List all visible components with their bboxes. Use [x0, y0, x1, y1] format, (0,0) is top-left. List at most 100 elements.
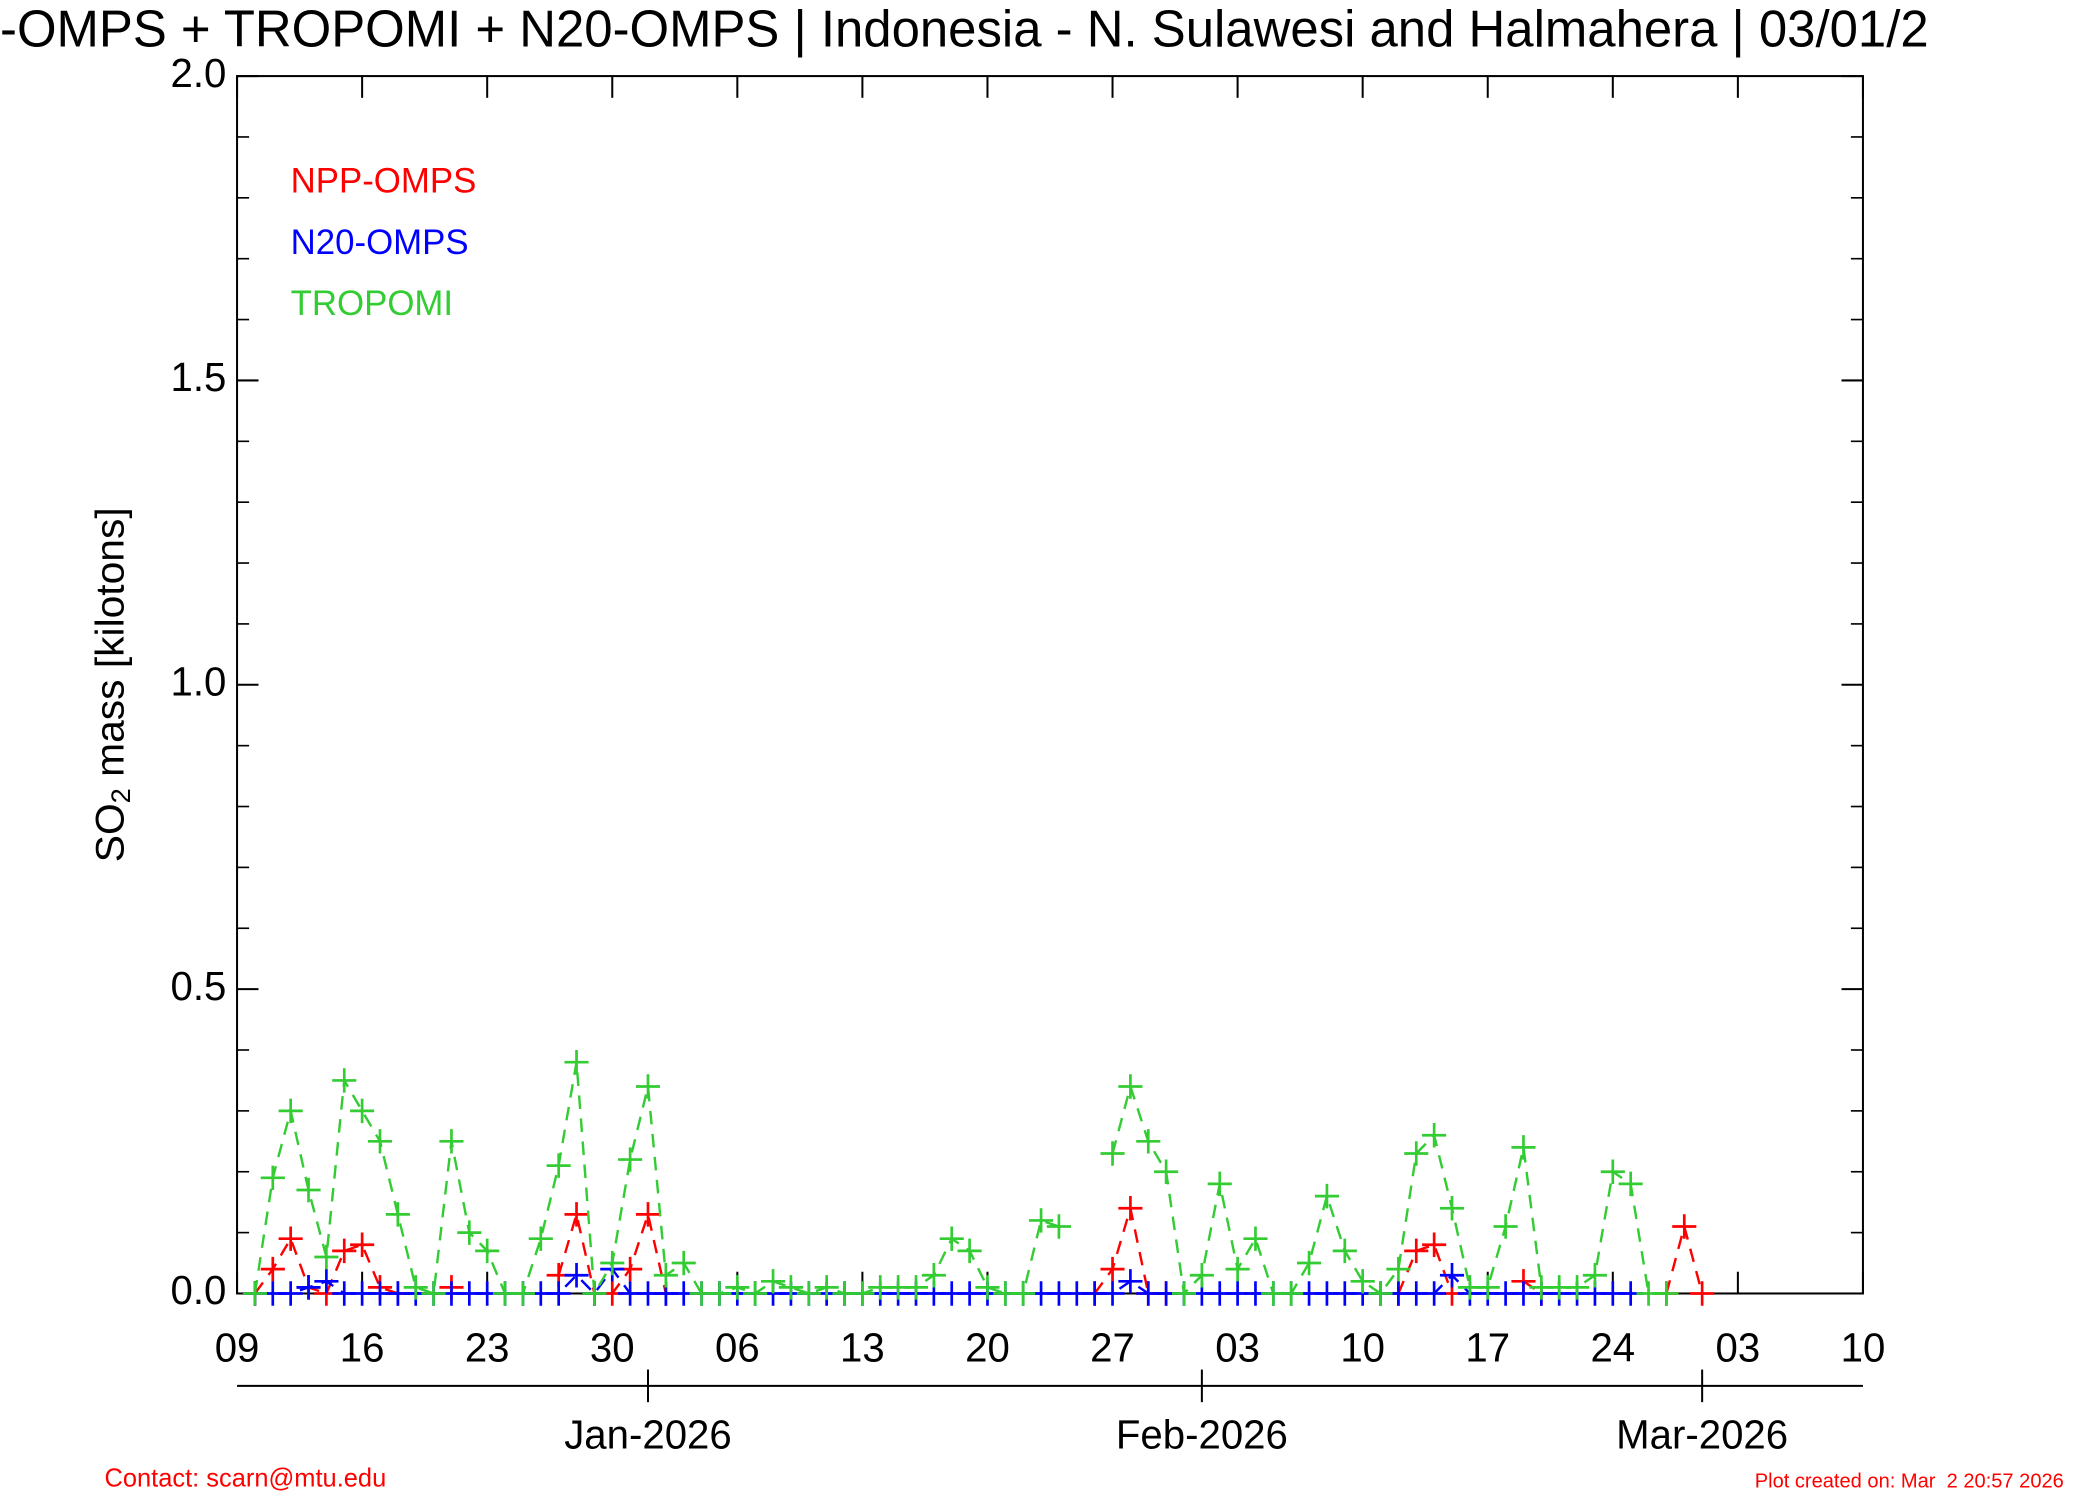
marker — [367, 1129, 393, 1154]
marker — [1672, 1214, 1697, 1239]
marker — [796, 1281, 821, 1306]
marker — [1422, 1281, 1447, 1306]
footer-contact: Contact: scarn@mtu.edu — [104, 1464, 386, 1492]
marker — [1029, 1208, 1054, 1233]
marker — [1100, 1281, 1125, 1306]
x-tick-label: 24 — [1590, 1324, 1635, 1370]
marker — [1171, 1281, 1197, 1306]
marker — [1404, 1141, 1429, 1166]
marker — [1565, 1275, 1590, 1300]
legend-entry: NPP-OMPS — [291, 162, 477, 201]
marker — [278, 1226, 303, 1251]
marker — [635, 1074, 661, 1099]
marker — [475, 1238, 500, 1264]
marker — [350, 1232, 375, 1258]
marker — [761, 1269, 786, 1294]
marker — [1314, 1183, 1339, 1209]
marker — [314, 1269, 339, 1294]
x-tick-label: 10 — [1841, 1324, 1886, 1370]
x-tick-label: 06 — [715, 1324, 760, 1370]
marker — [278, 1098, 303, 1124]
month-label: Jan-2026 — [564, 1411, 732, 1457]
y-tick-label: 0.0 — [170, 1267, 226, 1313]
marker — [1422, 1232, 1447, 1258]
marker — [564, 1262, 589, 1288]
marker — [1154, 1159, 1179, 1184]
marker — [1439, 1262, 1465, 1288]
y-label-rest: mass [kilotons] — [86, 507, 132, 788]
marker — [1207, 1171, 1232, 1197]
marker — [1582, 1262, 1607, 1288]
marker — [278, 1281, 303, 1306]
marker — [403, 1275, 428, 1300]
marker — [1189, 1262, 1214, 1288]
marker — [1118, 1196, 1143, 1221]
x-tick-label: 13 — [840, 1324, 885, 1370]
marker — [600, 1250, 625, 1276]
marker — [1654, 1281, 1679, 1306]
marker — [260, 1256, 285, 1282]
x-tick-label: 09 — [215, 1324, 260, 1370]
marker — [546, 1281, 571, 1306]
marker — [1243, 1226, 1268, 1251]
marker — [1046, 1214, 1071, 1239]
x-tick-label: 30 — [590, 1324, 635, 1370]
x-tick-label: 27 — [1090, 1324, 1135, 1370]
marker — [725, 1275, 750, 1300]
marker — [1332, 1238, 1357, 1264]
marker — [260, 1165, 285, 1191]
marker — [635, 1202, 661, 1227]
marker — [1011, 1281, 1036, 1306]
legend-entry: TROPOMI — [291, 284, 453, 323]
y-tick-label: 1.5 — [170, 354, 226, 400]
marker — [385, 1202, 410, 1227]
y-tick-label: 1.0 — [170, 658, 226, 704]
marker — [707, 1281, 732, 1306]
marker — [1690, 1281, 1715, 1306]
marker — [921, 1262, 946, 1288]
marker — [1439, 1196, 1465, 1221]
marker — [1404, 1238, 1429, 1264]
series-line — [254, 1267, 1631, 1296]
marker — [510, 1281, 535, 1306]
y-tick-label: 2.0 — [170, 50, 226, 96]
marker — [975, 1275, 1000, 1300]
marker — [903, 1275, 929, 1300]
marker — [564, 1202, 589, 1227]
marker — [528, 1226, 553, 1251]
x-tick-label: 16 — [340, 1324, 385, 1370]
marker — [1118, 1074, 1143, 1099]
series-line — [253, 1061, 1667, 1298]
marker — [939, 1226, 964, 1251]
marker — [296, 1275, 321, 1300]
marker — [1386, 1256, 1411, 1282]
marker — [314, 1244, 339, 1270]
x-tick-label: 10 — [1340, 1324, 1385, 1370]
marker — [671, 1250, 696, 1276]
marker — [350, 1098, 375, 1124]
y-label-main: SO — [86, 803, 132, 862]
chart-title: -OMPS + TROPOMI + N20-OMPS | Indonesia -… — [0, 0, 1929, 57]
marker — [1511, 1135, 1536, 1160]
marker — [850, 1281, 875, 1306]
marker — [1368, 1281, 1393, 1306]
marker — [457, 1220, 482, 1245]
marker — [1297, 1250, 1322, 1276]
marker — [1225, 1256, 1250, 1282]
marker — [242, 1281, 267, 1306]
marker — [332, 1068, 357, 1093]
x-tick-label: 03 — [1716, 1324, 1761, 1370]
marker — [1618, 1171, 1643, 1197]
footer-timestamp: Plot created on: Mar 2 20:57 2026 — [1755, 1471, 2064, 1493]
marker — [1100, 1141, 1125, 1166]
month-label: Feb-2026 — [1116, 1411, 1288, 1457]
month-label: Mar-2026 — [1616, 1411, 1788, 1457]
legend-entry: N20-OMPS — [291, 223, 469, 262]
y-tick-label: 0.5 — [170, 963, 226, 1009]
marker — [1136, 1129, 1161, 1154]
marker — [1600, 1159, 1625, 1184]
marker — [618, 1147, 643, 1172]
marker — [564, 1049, 589, 1075]
